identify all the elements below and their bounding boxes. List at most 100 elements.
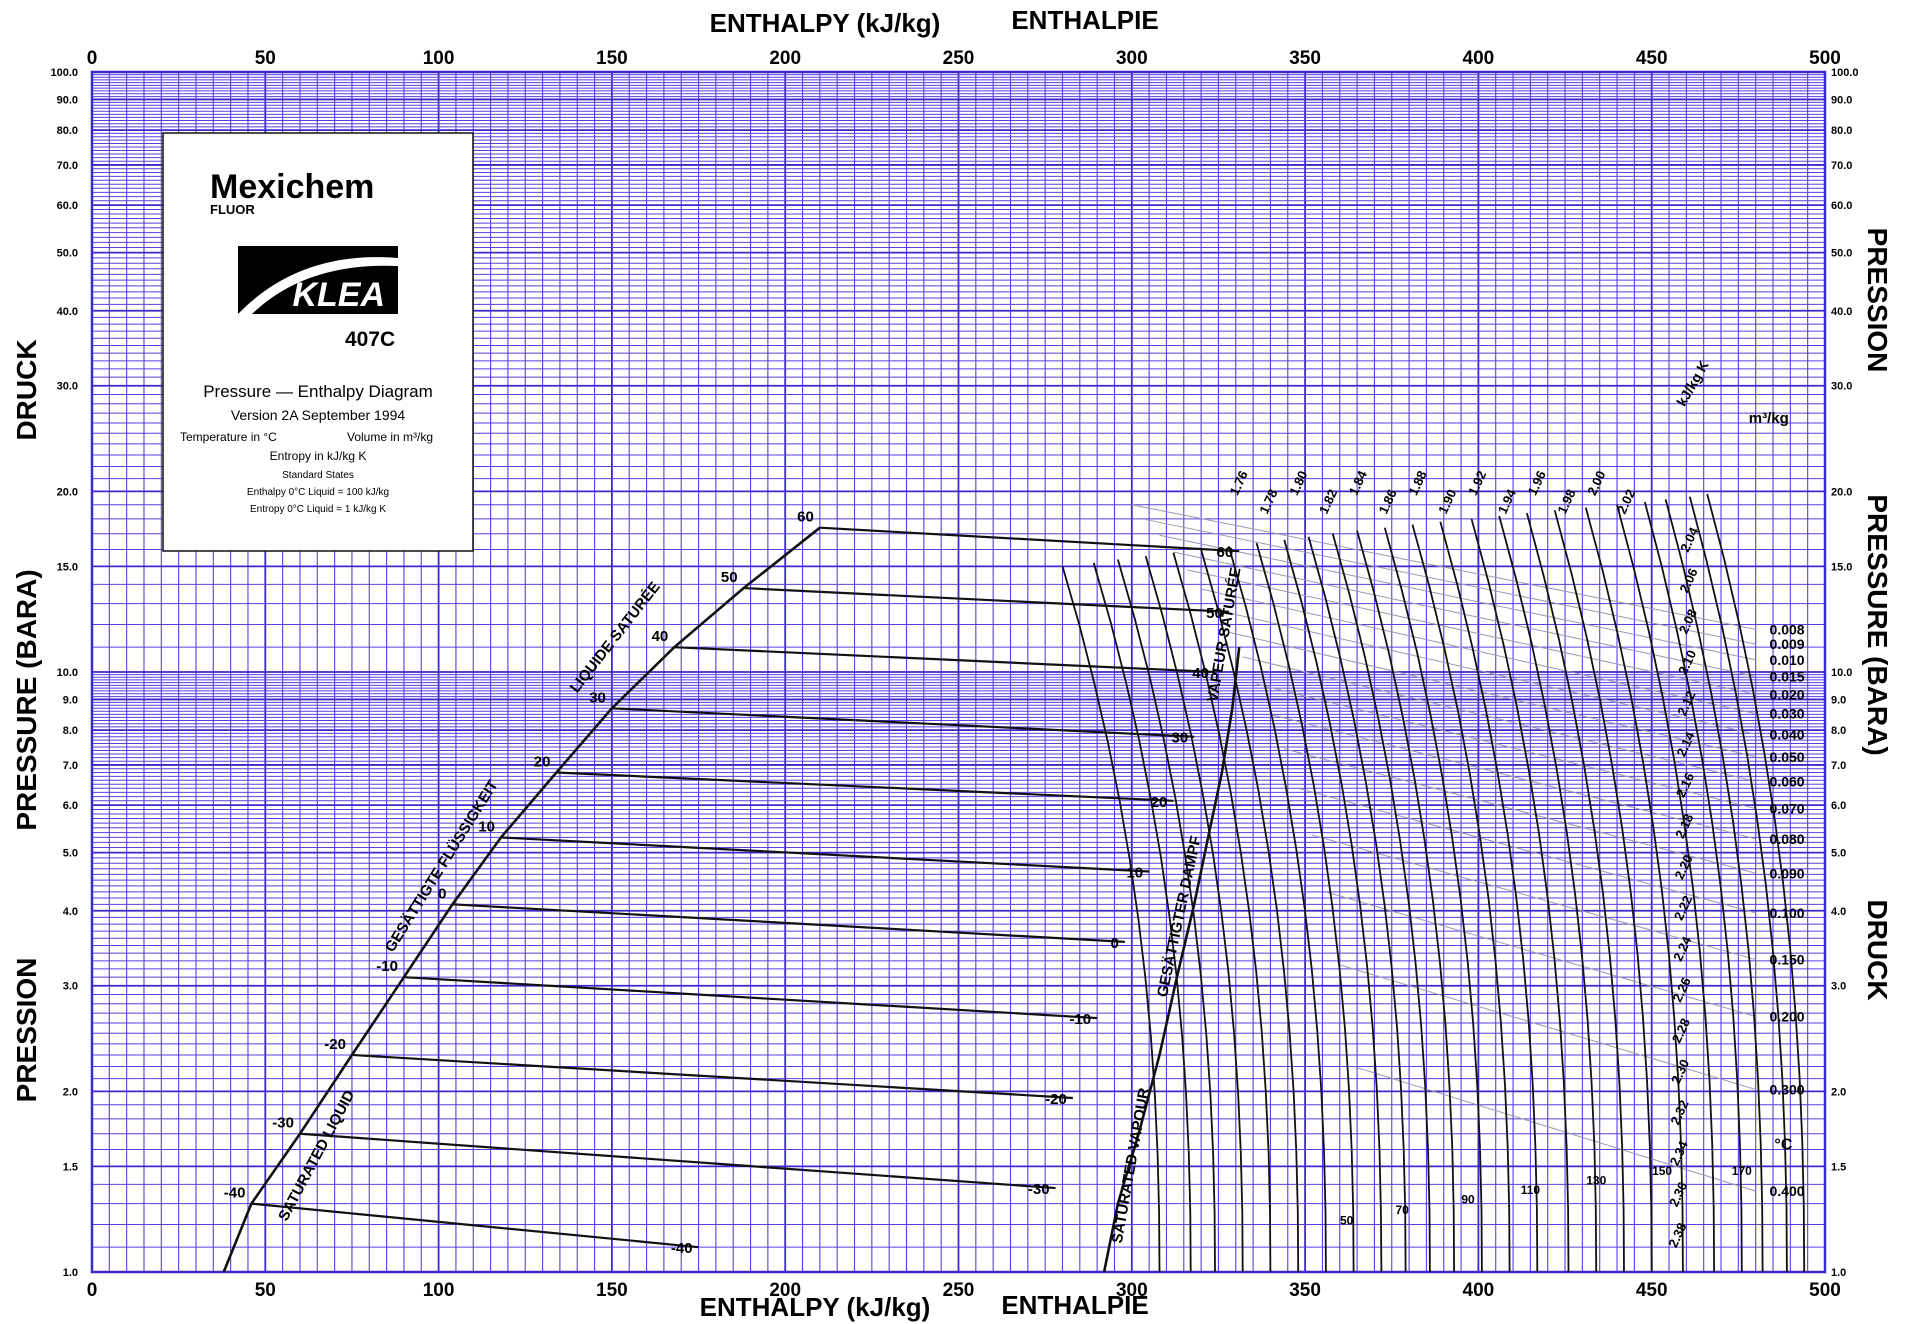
x-tick-label-bottom: 500	[1809, 1280, 1841, 1301]
isentrope-label: 2.06	[1676, 566, 1700, 595]
y-tick-label-right: 50.0	[1831, 248, 1852, 260]
isotherm-label-vapour: 40	[1192, 665, 1209, 682]
isotherm-label-liquid: 20	[534, 753, 551, 770]
y-axis-title-right-1: PRESSION	[1862, 228, 1893, 373]
x-tick-label-bottom: 450	[1636, 1280, 1668, 1301]
temperature-unit-label: °C	[1774, 1137, 1792, 1154]
superheat-isotherm	[1255, 542, 1355, 1273]
isochore-line	[1353, 1066, 1756, 1192]
y-tick-label-left: 90.0	[57, 94, 78, 106]
superheat-isotherm	[1331, 533, 1431, 1273]
isochore-label: 0.080	[1770, 831, 1805, 847]
y-tick-label-right: 7.0	[1831, 760, 1846, 772]
y-tick-label-right: 60.0	[1831, 200, 1852, 212]
saturated-liquid-label-de: GESÄTTIGTE FLÜSSIGKEIT	[382, 777, 502, 955]
y-tick-label-left: 7.0	[63, 760, 78, 772]
legend-version: Version 2A September 1994	[231, 407, 406, 423]
isochore-line	[1270, 713, 1756, 840]
isochore-label: 0.150	[1770, 952, 1805, 968]
legend-temperature-unit: Temperature in °C	[180, 430, 277, 444]
y-tick-label-right: 70.0	[1831, 160, 1852, 172]
isochore-line	[1131, 504, 1756, 630]
brand-subtitle: FLUOR	[210, 202, 255, 217]
saturated-liquid-label-fr: LIQUIDE SATURÉE	[567, 579, 664, 696]
isentrope-label: 1.76	[1227, 468, 1251, 497]
x-tick-label-bottom: 350	[1289, 1280, 1321, 1301]
isochore-line	[1187, 569, 1756, 695]
legend-volume-unit: Volume in m³/kg	[347, 430, 433, 444]
isotherm-label-liquid: 40	[652, 628, 669, 645]
superheat-isotherm	[1144, 555, 1244, 1273]
x-axis-title-bottom: ENTHALPY (kJ/kg)	[700, 1292, 931, 1322]
isotherm-label-liquid: -30	[272, 1115, 294, 1132]
isotherm-line	[611, 707, 1195, 738]
isotherm-line	[251, 1202, 699, 1249]
isotherm-label-liquid: 50	[721, 569, 738, 586]
isotherm-line	[743, 586, 1229, 613]
isochore-label: 0.010	[1770, 652, 1805, 668]
superheat-isotherm	[1470, 518, 1570, 1273]
plot-frame	[90, 70, 1827, 1274]
x-tick-label-top: 150	[596, 48, 628, 69]
isochore-line	[1201, 588, 1756, 715]
isochore-label: 0.015	[1770, 669, 1805, 685]
x-axis-title-bottom-alt: ENTHALPIE	[1001, 1290, 1148, 1320]
isotherm-label-vapour: 20	[1151, 794, 1168, 811]
y-axis-title-left-1: DRUCK	[11, 339, 42, 440]
y-tick-label-right: 6.0	[1831, 800, 1846, 812]
isotherm-label-liquid: -40	[224, 1185, 246, 1202]
x-tick-label-top: 50	[255, 48, 276, 69]
y-tick-label-left: 70.0	[57, 160, 78, 172]
isochore-line	[1311, 834, 1756, 961]
x-tick-label-top: 300	[1116, 48, 1148, 69]
y-tick-label-left: 50.0	[57, 248, 78, 260]
legend-title: Pressure — Enthalpy Diagram	[203, 382, 433, 401]
y-tick-label-left: 3.0	[63, 981, 78, 993]
isentrope-label: 2.18	[1672, 811, 1696, 840]
y-tick-label-left: 6.0	[63, 800, 78, 812]
isochore-label: 0.100	[1770, 905, 1805, 921]
x-tick-label-bottom: 300	[1116, 1280, 1148, 1301]
isentrope-label: 1.96	[1525, 468, 1549, 497]
isotherm-line	[556, 771, 1174, 802]
superheat-temp-label: 110	[1521, 1183, 1541, 1197]
superheat-isotherm	[1616, 504, 1715, 1273]
y-tick-label-left: 1.0	[63, 1267, 78, 1279]
y-tick-label-left: 10.0	[57, 667, 78, 679]
isotherm-line	[819, 526, 1240, 553]
isotherm-label-vapour: 30	[1172, 730, 1189, 747]
x-tick-label-top: 450	[1636, 48, 1668, 69]
y-tick-label-left: 20.0	[57, 486, 78, 498]
superheat-isotherm	[1227, 546, 1327, 1273]
y-tick-label-right: 20.0	[1831, 486, 1852, 498]
isentrope-unit-label: kJ/kg K	[1673, 358, 1712, 409]
isochore-line	[1298, 787, 1756, 914]
isotherm-line	[674, 646, 1216, 674]
superheat-isotherm	[1200, 549, 1300, 1273]
product-code: 407C	[345, 328, 395, 351]
y-tick-label-right: 90.0	[1831, 94, 1852, 106]
legend-enthalpy-ref: Enthalpy 0°C Liquid = 100 kJ/kg	[247, 487, 389, 498]
legend-entropy-unit: Entropy in kJ/kg K	[270, 449, 367, 463]
superheat-temp-label: 50	[1340, 1213, 1354, 1227]
brand-logo: Mexichem	[210, 168, 374, 206]
isotherm-label-liquid: -10	[376, 958, 398, 975]
isotherm-line	[500, 836, 1150, 873]
y-tick-label-right: 30.0	[1831, 381, 1852, 393]
superheat-isotherm	[1383, 527, 1483, 1273]
superheat-temp-label: 130	[1586, 1173, 1606, 1187]
isochore-line	[1256, 683, 1756, 810]
isochore-label: 0.008	[1770, 621, 1805, 637]
superheat-temp-label: 70	[1395, 1203, 1409, 1217]
y-tick-label-left: 4.0	[63, 906, 78, 918]
legend-entropy-ref: Entropy 0°C Liquid = 1 kJ/kg K	[250, 504, 386, 515]
isentrope-label: 1.92	[1465, 468, 1489, 497]
x-tick-label-top: 500	[1809, 48, 1841, 69]
x-tick-label-bottom: 400	[1463, 1280, 1495, 1301]
isochore-label: 0.030	[1770, 706, 1805, 722]
y-tick-label-right: 2.0	[1831, 1086, 1846, 1098]
isentrope-label: 1.84	[1346, 468, 1371, 498]
x-axis-title-top-alt: ENTHALPIE	[1011, 5, 1158, 35]
x-axis-title-top: ENTHALPY (kJ/kg)	[710, 8, 941, 38]
x-tick-label-top: 250	[943, 48, 975, 69]
